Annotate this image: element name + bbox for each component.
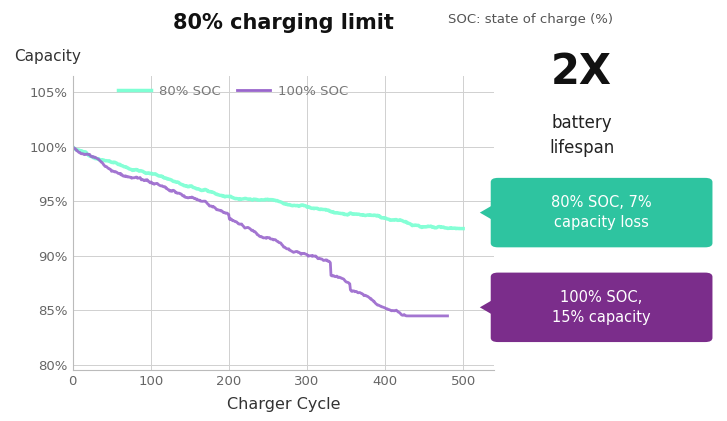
- Text: 80% SOC, 7%
capacity loss: 80% SOC, 7% capacity loss: [551, 195, 652, 230]
- 100% SOC: [68, 144, 77, 149]
- Text: SOC: state of charge (%): SOC: state of charge (%): [449, 13, 613, 26]
- 80% SOC: [372, 213, 381, 218]
- 80% SOC: [325, 208, 334, 213]
- 80% SOC: [164, 176, 172, 181]
- 100% SOC: [412, 313, 421, 318]
- Text: 2X: 2X: [551, 51, 612, 93]
- Line: 80% SOC: 80% SOC: [73, 147, 463, 229]
- Text: 80% charging limit: 80% charging limit: [173, 13, 394, 33]
- 100% SOC: [402, 313, 411, 318]
- 100% SOC: [443, 313, 452, 318]
- 80% SOC: [192, 186, 201, 191]
- 100% SOC: [264, 235, 273, 240]
- 100% SOC: [122, 173, 131, 179]
- Text: 100% SOC,
15% capacity: 100% SOC, 15% capacity: [553, 290, 651, 325]
- X-axis label: Charger Cycle: Charger Cycle: [227, 397, 340, 412]
- 100% SOC: [417, 313, 425, 318]
- 80% SOC: [420, 224, 429, 229]
- Legend: 80% SOC, 100% SOC: 80% SOC, 100% SOC: [113, 80, 353, 103]
- 80% SOC: [451, 226, 460, 231]
- 80% SOC: [178, 182, 187, 187]
- Text: battery
lifespan: battery lifespan: [549, 114, 614, 157]
- 80% SOC: [459, 226, 467, 231]
- Line: 100% SOC: 100% SOC: [73, 147, 448, 316]
- 100% SOC: [165, 187, 174, 192]
- 100% SOC: [357, 291, 366, 296]
- Text: Capacity: Capacity: [14, 49, 81, 64]
- 80% SOC: [68, 144, 77, 149]
